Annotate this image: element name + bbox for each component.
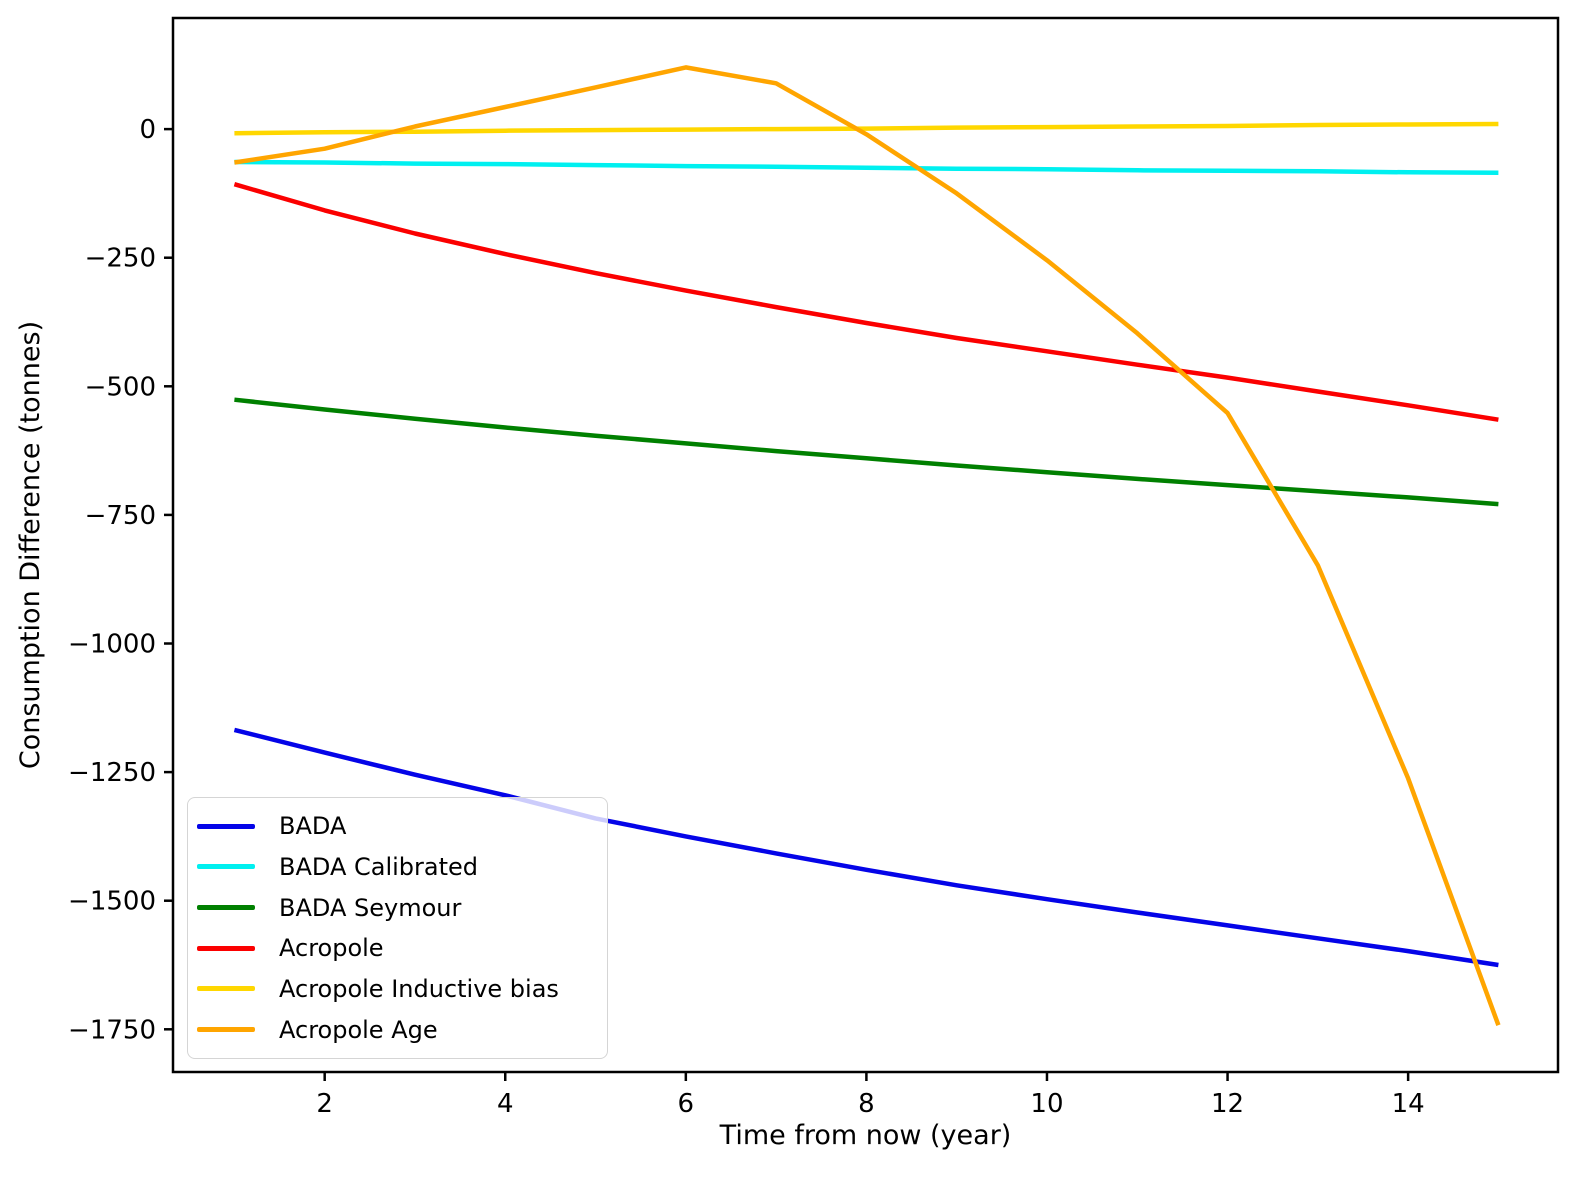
x-tick-label: 2 xyxy=(316,1089,333,1119)
legend-item-acropole: Acropole xyxy=(197,930,601,966)
x-axis: 2 4 6 8 10 12 14 xyxy=(316,1072,1425,1119)
legend-swatch-bada-calibrated xyxy=(197,864,255,870)
series-line-acropole-inductive-bias xyxy=(234,121,1499,136)
x-tick-label: 4 xyxy=(497,1089,514,1119)
series-line-acropole-age xyxy=(234,65,1501,1026)
legend-swatch-bada-seymour xyxy=(197,905,255,911)
plot-border xyxy=(171,16,1560,1074)
legend-label-acropole-inductive-bias: Acropole Inductive bias xyxy=(279,974,559,1003)
legend-item-bada-seymour: BADA Seymour xyxy=(197,890,601,926)
x-tick-label: 6 xyxy=(678,1089,695,1119)
series-line-bada xyxy=(233,727,1499,968)
legend-label-acropole: Acropole xyxy=(279,934,384,963)
legend: BADA BADA Calibrated BADA Seymour Acropole A… xyxy=(187,797,608,1059)
legend-label-bada-seymour: BADA Seymour xyxy=(279,893,462,922)
y-tick-label: −500 xyxy=(85,372,156,402)
legend-label-bada: BADA xyxy=(279,812,347,841)
series-line-acropole xyxy=(233,182,1499,422)
x-tick-label: 8 xyxy=(858,1089,875,1119)
y-tick-label: −1000 xyxy=(68,630,156,660)
legend-item-acropole-age: Acropole Age xyxy=(197,1012,601,1048)
y-tick-label: −750 xyxy=(85,501,156,531)
series-line-bada-calibrated xyxy=(234,159,1499,176)
legend-label-bada-calibrated: BADA Calibrated xyxy=(279,852,479,881)
x-axis-title: Time from now (year) xyxy=(719,1120,1012,1151)
y-tick-label: −250 xyxy=(85,244,156,274)
y-tick-label: −1500 xyxy=(68,887,156,917)
legend-swatch-acropole-inductive-bias xyxy=(197,986,255,992)
y-axis: 0 −250 −500 −750 −1000 −1250 −1500 −1750 xyxy=(68,115,173,1045)
legend-item-bada: BADA xyxy=(197,808,601,844)
y-tick-label: −1250 xyxy=(68,758,156,788)
y-tick-label: 0 xyxy=(139,115,156,145)
x-tick-label: 14 xyxy=(1392,1089,1425,1119)
x-tick-label: 10 xyxy=(1030,1089,1063,1119)
x-tick-label: 12 xyxy=(1211,1089,1244,1119)
legend-item-acropole-inductive-bias: Acropole Inductive bias xyxy=(197,971,601,1007)
series-line-bada-seymour xyxy=(234,397,1499,507)
legend-label-acropole-age: Acropole Age xyxy=(279,1015,438,1044)
legend-swatch-acropole-age xyxy=(197,1027,255,1033)
y-axis-title: Consumption Difference (tonnes) xyxy=(14,320,46,770)
legend-swatch-bada xyxy=(197,823,255,829)
y-tick-label: −1750 xyxy=(68,1015,156,1045)
series-lines xyxy=(233,65,1501,1026)
legend-item-bada-calibrated: BADA Calibrated xyxy=(197,849,601,885)
legend-swatch-acropole xyxy=(197,945,255,951)
